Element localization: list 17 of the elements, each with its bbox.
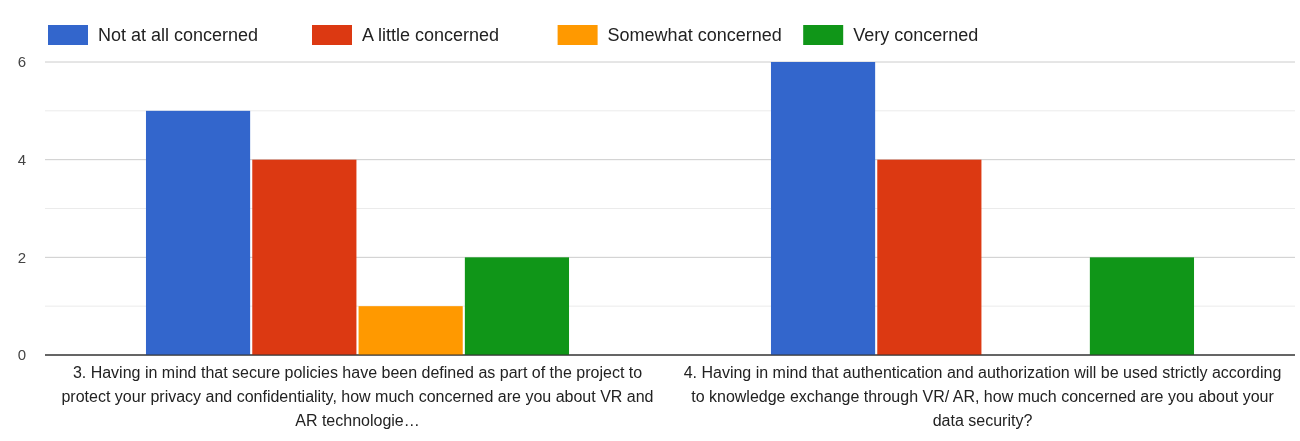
y-tick-label: 4 — [17, 150, 27, 168]
y-tick-label: 2 — [17, 248, 27, 266]
legend-label: Not at all concerned — [98, 25, 259, 46]
bar — [464, 257, 570, 355]
y-tick-label: 6 — [17, 53, 27, 71]
bar — [145, 110, 251, 355]
y-tick-label: 0 — [17, 346, 27, 364]
x-tick-label: 3. Having in mind that secure policies have been defined as part of the project to protect your privacy and confidentiality, how much concerned are you about VR and AR technologie… — [61, 364, 654, 429]
bar — [1089, 257, 1195, 355]
bar — [252, 159, 357, 355]
legend-label: Very concerned — [853, 25, 979, 46]
bar — [358, 306, 463, 355]
legend-label: Somewhat concerned — [607, 25, 782, 46]
legend-label: A little concerned — [362, 25, 500, 46]
x-tick-label: 4. Having in mind that authentication and authorization will be used strictly according to knowledge exchange through VR/ AR, how much concerned are you about your data security? — [683, 364, 1282, 429]
bar — [770, 62, 876, 355]
bar — [877, 159, 982, 355]
